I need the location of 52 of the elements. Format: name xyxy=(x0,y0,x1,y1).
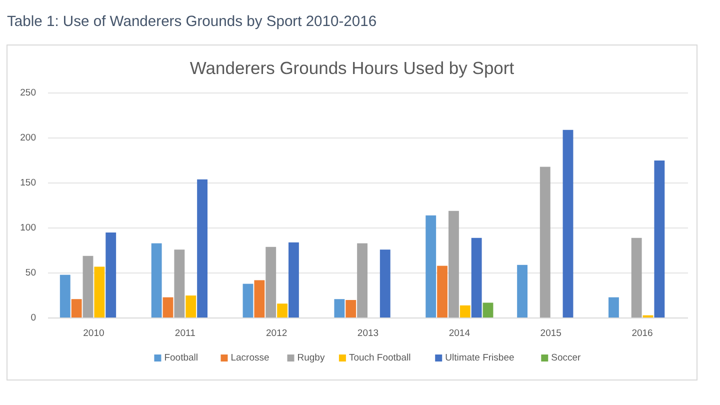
bar xyxy=(654,160,665,318)
x-tick-label: 2015 xyxy=(540,328,562,339)
bar xyxy=(448,210,459,318)
bar xyxy=(94,266,105,318)
bar xyxy=(437,266,448,318)
y-tick-label: 0 xyxy=(30,312,36,324)
bar xyxy=(106,232,116,318)
bar xyxy=(266,246,276,318)
y-tick-label: 150 xyxy=(20,178,36,189)
bar xyxy=(631,238,642,318)
bar xyxy=(197,179,208,318)
legend-label: Soccer xyxy=(551,352,581,364)
legend-label: Rugby xyxy=(297,352,325,364)
bar xyxy=(357,243,368,318)
bar xyxy=(186,296,196,318)
bar xyxy=(380,250,390,318)
bar xyxy=(162,297,174,318)
bar xyxy=(82,256,94,318)
x-tick-label: 2014 xyxy=(448,328,470,339)
legend-label: Football xyxy=(164,352,198,364)
bar xyxy=(288,242,299,318)
bar xyxy=(60,274,70,318)
bar xyxy=(562,130,574,318)
bar xyxy=(346,300,356,318)
x-tick-label: 2012 xyxy=(266,328,288,339)
bar xyxy=(71,299,82,318)
chart-title: Wanderers Grounds Hours Used by Sport xyxy=(190,58,514,78)
bar xyxy=(151,243,162,318)
y-tick-label: 200 xyxy=(20,132,36,144)
bar xyxy=(540,166,550,318)
y-tick-label: 250 xyxy=(20,88,36,99)
bar xyxy=(174,250,185,318)
bar xyxy=(482,302,494,318)
legend-label: Touch Football xyxy=(348,352,411,364)
bar xyxy=(334,299,345,318)
bar xyxy=(254,280,265,318)
bar xyxy=(277,304,288,318)
bar xyxy=(608,297,619,318)
bar xyxy=(460,305,470,318)
legend-label: Ultimate Frisbee xyxy=(445,352,514,364)
y-tick-label: 50 xyxy=(25,268,36,279)
bar xyxy=(517,264,528,318)
legend-label: Lacrosse xyxy=(230,352,270,364)
y-tick-label: 100 xyxy=(20,222,36,234)
x-tick-label: 2016 xyxy=(632,328,653,339)
x-tick-label: 2013 xyxy=(357,328,379,339)
bar xyxy=(242,284,254,318)
caption: Table 1: Use of Wanderers Grounds by Sport 2010-2016 xyxy=(7,14,377,30)
x-tick-label: 2011 xyxy=(174,328,196,339)
x-tick-label: 2010 xyxy=(83,328,104,339)
bar xyxy=(426,215,436,318)
bar xyxy=(471,238,482,318)
